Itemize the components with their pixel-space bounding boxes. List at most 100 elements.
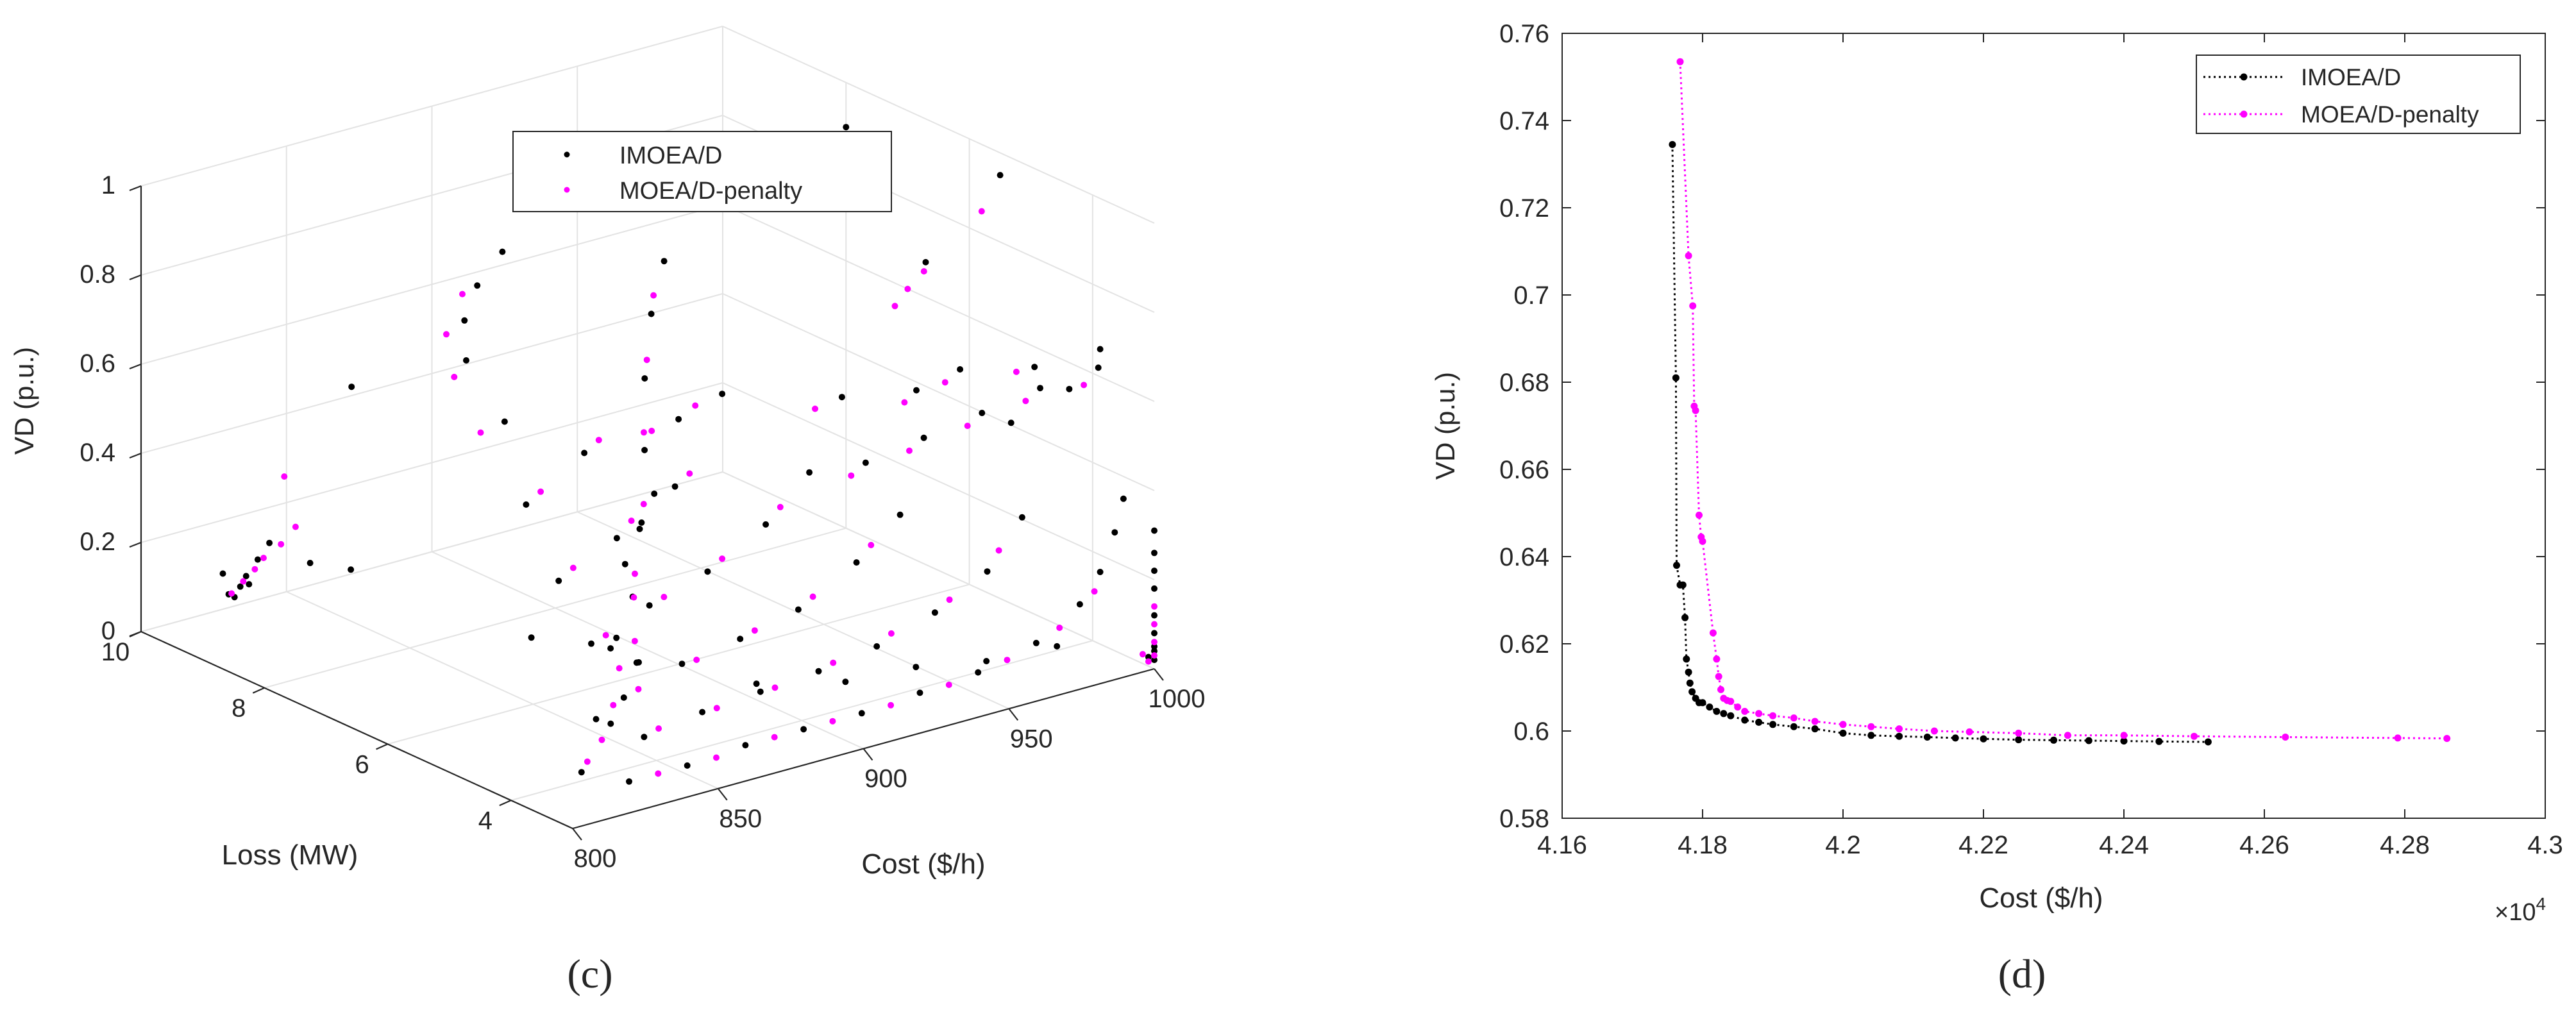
point-imoead (461, 317, 468, 324)
point-moead-penalty (1151, 621, 1158, 628)
point-imoead (641, 375, 648, 382)
point-imoead (588, 640, 594, 647)
point-imoead (1839, 729, 1847, 737)
point-imoead (800, 726, 807, 733)
point-moead-penalty (1699, 537, 1706, 545)
x-exponent: ×104 (2495, 894, 2546, 926)
y-tick-mark (499, 800, 512, 807)
point-moead-penalty (477, 429, 484, 436)
point-moead-penalty (281, 473, 288, 480)
point-moead-penalty (569, 564, 577, 571)
legend-box (2196, 55, 2521, 134)
plot-area (1562, 33, 2546, 819)
point-imoead (737, 635, 744, 643)
z-tick-mark (129, 363, 142, 370)
point-imoead (2120, 737, 2128, 745)
point-imoead (1686, 679, 1694, 687)
point-imoead (613, 634, 620, 641)
point-moead-penalty (598, 736, 605, 743)
x-tick-label: 800 (574, 845, 617, 873)
point-moead-penalty (693, 657, 700, 663)
point-moead-penalty (713, 705, 720, 712)
point-moead-penalty (631, 637, 638, 644)
point-imoead (620, 694, 627, 701)
point-moead-penalty (686, 470, 693, 477)
point-imoead (613, 535, 620, 542)
point-imoead (607, 645, 614, 652)
point-imoead (1755, 718, 1763, 726)
point-imoead (704, 568, 711, 575)
point-moead-penalty (537, 488, 544, 495)
point-imoead (675, 416, 682, 423)
point-imoead (1867, 732, 1875, 739)
point-moead-penalty (240, 578, 247, 585)
y-tick-label: 10 (101, 638, 130, 666)
point-moead-penalty (2394, 734, 2402, 742)
point-imoead (975, 669, 982, 676)
grid-line (722, 204, 1155, 402)
point-moead-penalty (809, 593, 816, 600)
legend-box (512, 131, 892, 212)
point-moead-penalty (1839, 721, 1847, 728)
point-imoead (626, 778, 632, 785)
legend-marker-moead-penalty (564, 187, 570, 193)
point-imoead (1706, 703, 1713, 711)
point-moead-penalty (602, 632, 609, 639)
line-chart: 4.16 4.18 4.2 4.22 4.24 4.26 4.28 4.3 0.58 0.6 0.6… (1430, 20, 2563, 996)
point-moead-penalty (1727, 698, 1735, 705)
point-moead-penalty (1769, 712, 1776, 719)
y-axis-label: Loss (MW) (222, 839, 358, 871)
point-imoead (1151, 648, 1158, 655)
point-imoead (1095, 364, 1102, 371)
point-imoead (1076, 601, 1083, 608)
point-imoead (1097, 569, 1104, 575)
x-tick-label: 4.22 (1958, 831, 2008, 859)
y-tick-label: 0.58 (1499, 805, 1549, 833)
panel-label-c: (c) (567, 951, 612, 996)
point-imoead (636, 659, 642, 666)
point-imoead (979, 410, 986, 416)
point-imoead (1980, 735, 1987, 743)
point-imoead (931, 609, 938, 616)
legend-marker-imoead (2240, 73, 2248, 81)
z-tick-label: 1 (101, 171, 115, 199)
point-moead-penalty (443, 331, 450, 338)
z-tick-label: 0.4 (80, 439, 115, 467)
point-imoead (1685, 668, 1692, 676)
x-tick-label: 1000 (1149, 685, 1206, 713)
point-moead-penalty (2191, 732, 2198, 740)
point-moead-penalty (655, 725, 662, 732)
point-imoead (1713, 707, 1721, 715)
point-moead-penalty (616, 665, 623, 672)
y-tick-label: 0.68 (1499, 369, 1549, 397)
grid-line (140, 204, 723, 365)
point-moead-penalty (713, 754, 720, 761)
point-moead-penalty (848, 472, 855, 479)
point-moead-penalty (1755, 710, 1763, 718)
point-imoead (593, 716, 600, 723)
point-moead-penalty (1091, 588, 1098, 595)
point-moead-penalty (610, 702, 617, 709)
point-imoead (842, 678, 849, 685)
point-moead-penalty (584, 758, 591, 765)
point-moead-penalty (1139, 651, 1146, 658)
point-moead-penalty (2282, 734, 2289, 741)
point-moead-penalty (888, 702, 895, 709)
point-imoead (806, 469, 813, 476)
x-tick-label: 4.26 (2239, 831, 2289, 859)
point-imoead (1151, 585, 1158, 592)
point-imoead (621, 560, 628, 567)
point-moead-penalty (964, 423, 971, 430)
point-moead-penalty (1676, 58, 1684, 65)
point-moead-penalty (1930, 727, 1938, 735)
z-tick-mark (129, 630, 142, 637)
point-imoead (1896, 732, 1903, 740)
legend-marker-imoead (564, 151, 570, 158)
point-imoead (858, 710, 865, 717)
point-moead-penalty (995, 547, 1002, 554)
point-imoead (307, 560, 314, 566)
point-moead-penalty (1790, 714, 1797, 722)
point-imoead (555, 577, 562, 584)
y-tick-label: 0.76 (1499, 20, 1549, 48)
point-imoead (678, 660, 686, 668)
